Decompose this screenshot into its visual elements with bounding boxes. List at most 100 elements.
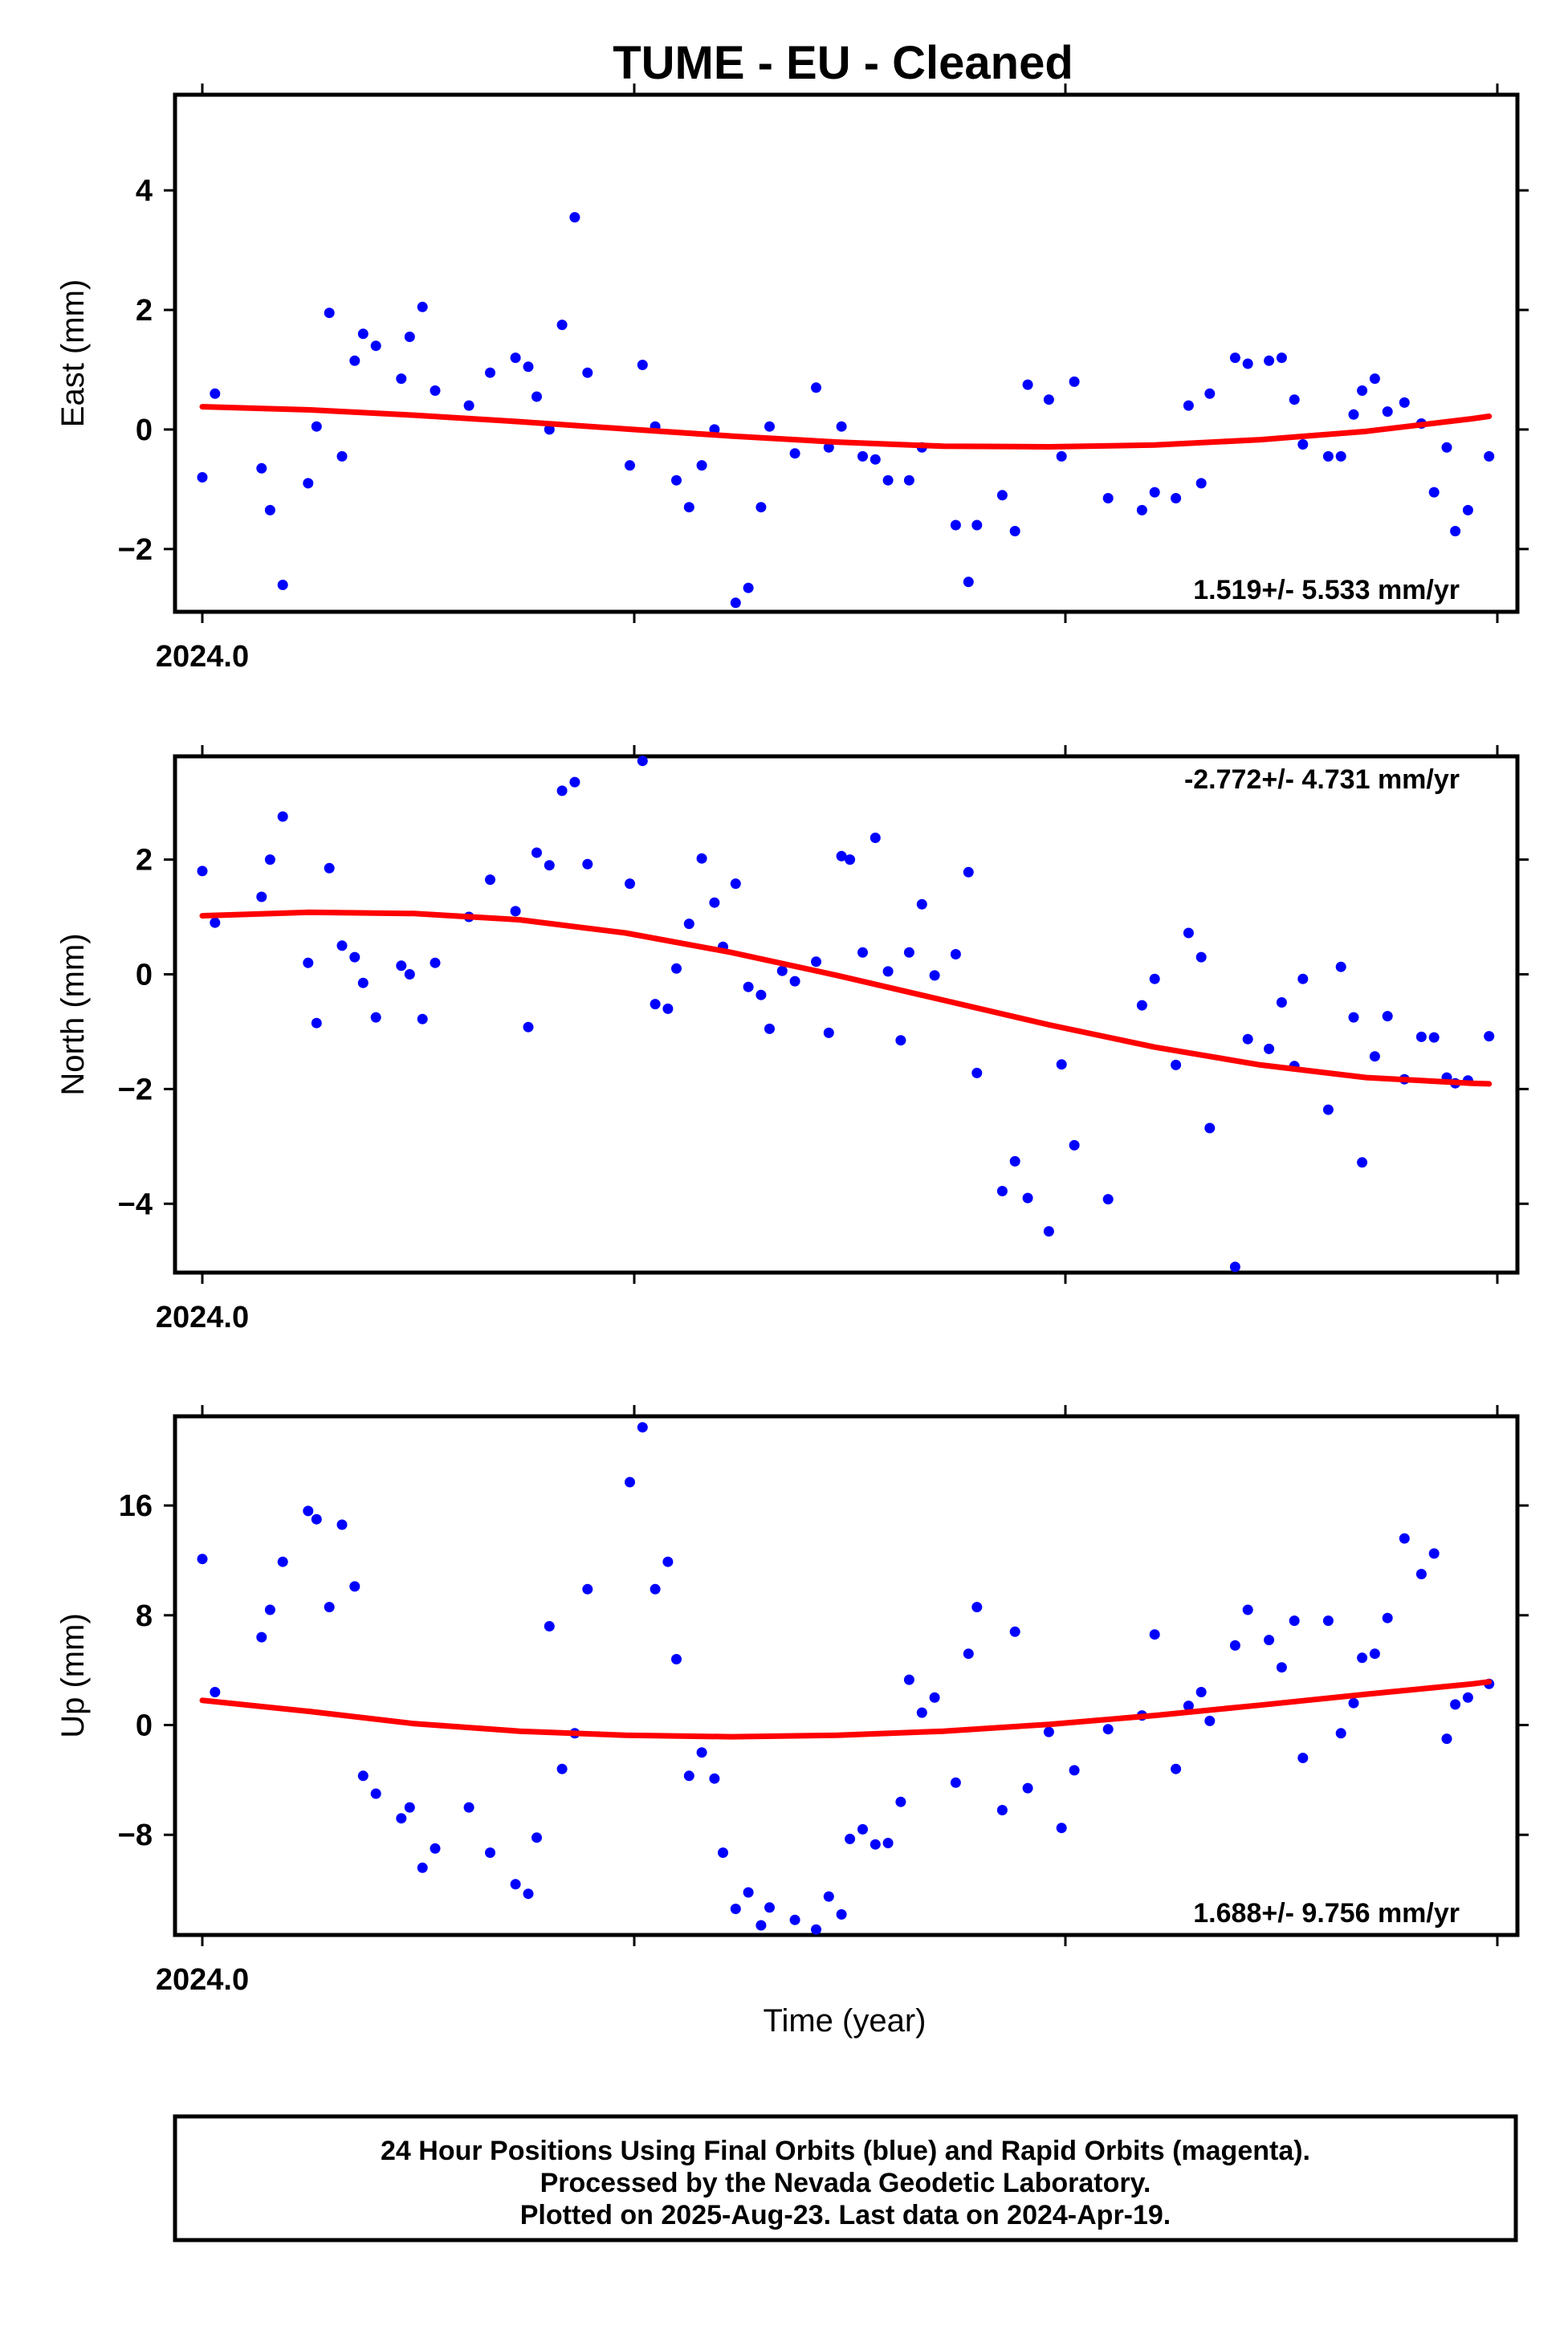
north-data-point: [950, 949, 961, 959]
up-data-point: [836, 1908, 847, 1920]
east-data-point: [1348, 409, 1359, 420]
up-data-point: [463, 1802, 474, 1813]
east-data-point: [569, 212, 580, 223]
north-data-point: [1348, 1012, 1359, 1023]
east-data-point: [1171, 493, 1182, 503]
east-data-point: [357, 328, 369, 340]
east-data-point: [1264, 355, 1275, 366]
north-data-point: [1484, 1031, 1495, 1042]
north-data-point: [430, 957, 441, 968]
east-y-tick-label: 0: [136, 413, 153, 447]
east-data-point: [789, 448, 800, 459]
footer-frame: [173, 2114, 1518, 2242]
up-data-point: [1242, 1604, 1253, 1615]
east-data-point: [1289, 394, 1300, 405]
north-rate-label: -2.772+/- 4.731 mm/yr: [1184, 764, 1460, 795]
up-data-point: [718, 1847, 728, 1858]
up-data-point: [1276, 1662, 1287, 1673]
north-data-point: [349, 951, 360, 963]
up-plot-frame: [173, 1414, 1520, 1937]
up-rate-label: 1.688+/- 9.756 mm/yr: [1193, 1898, 1460, 1929]
east-data-point: [1357, 385, 1368, 396]
north-data-point: [311, 1017, 322, 1029]
east-data-point: [637, 360, 648, 370]
east-data-point: [1242, 358, 1253, 369]
east-data-point: [396, 373, 407, 385]
east-data-point: [485, 367, 495, 378]
north-data-point: [556, 785, 568, 796]
up-data-point: [311, 1513, 322, 1525]
north-data-point: [324, 862, 335, 874]
up-data-point: [1183, 1701, 1194, 1712]
up-data-point: [1229, 1640, 1240, 1651]
east-x-tick-label: 2024.0: [156, 640, 249, 674]
up-data-point: [764, 1902, 775, 1913]
east-data-point: [531, 391, 542, 402]
north-data-point: [696, 853, 707, 864]
up-data-point: [743, 1887, 754, 1898]
east-data-point: [404, 332, 415, 342]
east-data-point: [1056, 450, 1067, 462]
east-data-point: [971, 519, 983, 531]
east-y-tick-label: −2: [118, 533, 153, 567]
north-y-tick-label: −2: [118, 1073, 153, 1106]
east-data-point: [730, 597, 741, 609]
north-trend-line: [199, 909, 1493, 1087]
up-data-point: [857, 1823, 868, 1835]
up-data-point: [1195, 1687, 1207, 1697]
east-data-point: [1195, 478, 1207, 489]
up-y-tick-label: 16: [119, 1489, 153, 1523]
up-data-point: [1369, 1648, 1380, 1660]
north-data-point: [996, 1186, 1008, 1196]
up-data-point: [1102, 1724, 1114, 1735]
north-data-point: [396, 960, 407, 972]
up-data-point: [1322, 1615, 1334, 1627]
up-data-point: [210, 1687, 221, 1697]
up-data-point: [671, 1654, 682, 1664]
north-data-point: [1297, 973, 1309, 984]
north-data-point: [625, 878, 635, 890]
up-data-point: [1056, 1823, 1067, 1834]
up-data-point: [485, 1847, 495, 1858]
north-data-point: [823, 1027, 834, 1038]
up-data-point: [556, 1763, 568, 1774]
north-data-point: [357, 977, 369, 988]
up-data-point: [1382, 1612, 1393, 1623]
north-data-point: [963, 866, 974, 878]
east-data-point: [1069, 376, 1080, 387]
north-data-point: [582, 858, 593, 870]
north-data-point: [903, 947, 914, 958]
east-panel: 2024.0 −2 0 2 4 East (mm) 1.519+/- 5.533 mm/yr: [55, 84, 1529, 674]
up-panel: 2024.0 −8 0 8 16 Up (mm) 1.688+/- 9.756 mm/yr: [55, 1405, 1529, 1997]
up-data-point: [696, 1747, 707, 1758]
east-data-point: [743, 582, 754, 593]
east-data-point: [417, 301, 428, 312]
north-data-point: [1276, 997, 1287, 1008]
east-data-point: [811, 382, 821, 393]
north-data-point: [916, 898, 927, 910]
up-data-point: [1297, 1753, 1309, 1763]
up-data-point: [1069, 1765, 1080, 1776]
up-data-point: [916, 1707, 927, 1718]
up-data-point: [582, 1583, 593, 1595]
up-data-point: [531, 1832, 542, 1843]
north-data-point: [1183, 927, 1194, 939]
east-data-point: [324, 308, 335, 319]
north-data-point: [650, 999, 661, 1010]
up-data-point: [811, 1924, 821, 1935]
up-data-point: [637, 1422, 648, 1433]
up-data-point: [324, 1602, 335, 1613]
north-data-point: [303, 957, 314, 968]
east-y-tick-label: 4: [136, 174, 153, 208]
up-data-point: [544, 1621, 555, 1631]
up-data-point: [510, 1879, 521, 1890]
north-data-point: [882, 966, 894, 977]
north-data-point: [264, 854, 275, 866]
up-data-point: [929, 1692, 940, 1703]
north-data-point: [1149, 973, 1160, 984]
north-data-point: [811, 956, 821, 967]
up-data-point: [1009, 1626, 1020, 1637]
north-data-point: [836, 850, 847, 862]
up-data-point: [336, 1519, 348, 1530]
up-data-point: [870, 1839, 881, 1850]
